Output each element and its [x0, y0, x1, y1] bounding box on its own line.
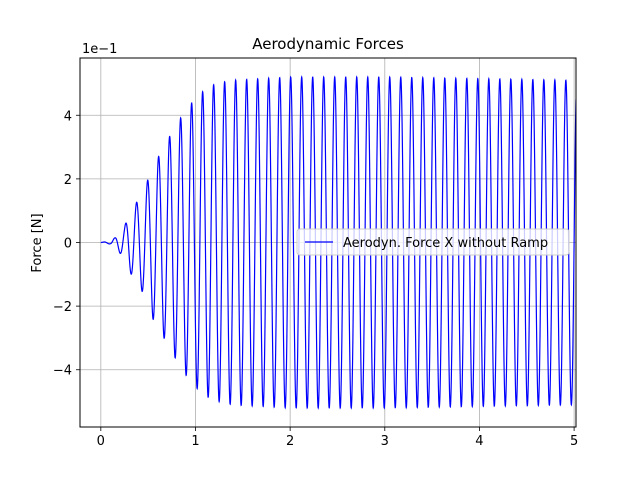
legend: Aerodyn. Force X without Ramp — [296, 228, 570, 256]
legend-entry-label: Aerodyn. Force X without Ramp — [343, 236, 548, 251]
y-tick-label: 4 — [64, 109, 72, 124]
x-tick-label: 1 — [191, 434, 199, 449]
y-offset-label: 1e−1 — [82, 42, 117, 57]
y-tick-label: −2 — [53, 300, 72, 315]
x-tick-label: 5 — [570, 434, 578, 449]
y-tick-label: 0 — [64, 237, 72, 252]
y-axis: −4 −2 0 2 4 — [53, 109, 80, 379]
x-tick-label: 4 — [475, 434, 483, 449]
y-tick-label: −4 — [53, 364, 72, 379]
y-axis-label: Force [N] — [30, 213, 45, 272]
x-axis: 0 1 2 3 4 5 — [97, 427, 578, 449]
x-tick-label: 3 — [381, 434, 389, 449]
plot-area — [100, 75, 576, 410]
chart-title: Aerodynamic Forces — [252, 35, 404, 53]
y-tick-label: 2 — [64, 173, 72, 188]
legend-box — [296, 228, 570, 256]
x-tick-label: 2 — [286, 434, 294, 449]
series-line — [100, 75, 576, 410]
x-tick-label: 0 — [97, 434, 105, 449]
